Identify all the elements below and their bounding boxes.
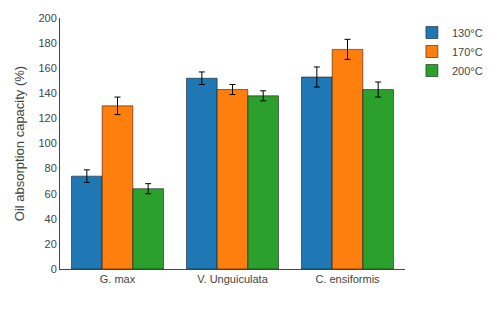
svg-text:140: 140 (38, 87, 56, 99)
svg-text:200°C: 200°C (452, 65, 483, 77)
svg-text:80: 80 (45, 162, 57, 174)
svg-text:V. Unguiculata: V. Unguiculata (197, 273, 268, 285)
svg-text:200: 200 (38, 12, 56, 24)
svg-text:0: 0 (51, 263, 57, 275)
svg-text:C. ensiformis: C. ensiformis (315, 273, 380, 285)
svg-text:160: 160 (38, 62, 56, 74)
svg-text:40: 40 (45, 213, 57, 225)
svg-text:G. max: G. max (100, 273, 136, 285)
svg-text:60: 60 (45, 188, 57, 200)
svg-text:130°C: 130°C (452, 27, 483, 39)
svg-text:180: 180 (38, 37, 56, 49)
svg-text:100: 100 (38, 137, 56, 149)
svg-text:Oil absorption capacity (%): Oil absorption capacity (%) (12, 66, 27, 221)
svg-text:120: 120 (38, 112, 56, 124)
svg-text:170°C: 170°C (452, 46, 483, 58)
svg-text:20: 20 (45, 238, 57, 250)
